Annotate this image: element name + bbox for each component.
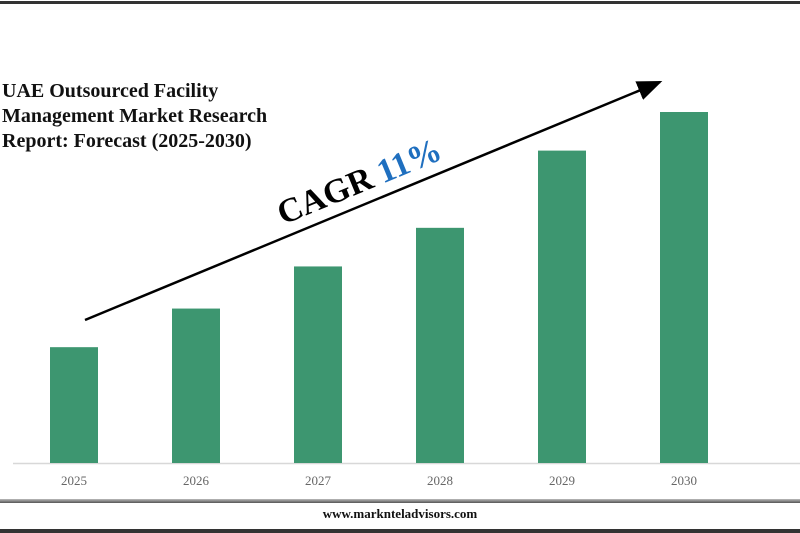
bar-chart: 2025 2026 2027 2028 2029 2030 CAGR11% [13,80,800,488]
x-tick-label: 2028 [427,473,453,488]
bottom-border [0,529,800,533]
x-tick-label: 2030 [671,473,697,488]
bar-2027 [294,266,342,463]
bar-2025 [50,347,98,463]
growth-arrow [84,80,663,322]
top-border [0,1,800,4]
x-tick-label: 2029 [549,473,575,488]
bar-2029 [538,150,586,464]
bar-2030 [660,112,708,463]
x-tick-label: 2026 [183,473,210,488]
x-tick-label: 2025 [61,473,87,488]
x-tick-label: 2027 [305,473,332,488]
cagr-value: 11% [372,132,447,191]
chart-title: UAE Outsourced Facility Management Marke… [2,80,268,152]
bar-2026 [172,308,220,463]
bar-2028 [416,227,464,463]
footer-website: www.marknteladvisors.com [322,506,478,521]
footer-divider [0,499,800,503]
